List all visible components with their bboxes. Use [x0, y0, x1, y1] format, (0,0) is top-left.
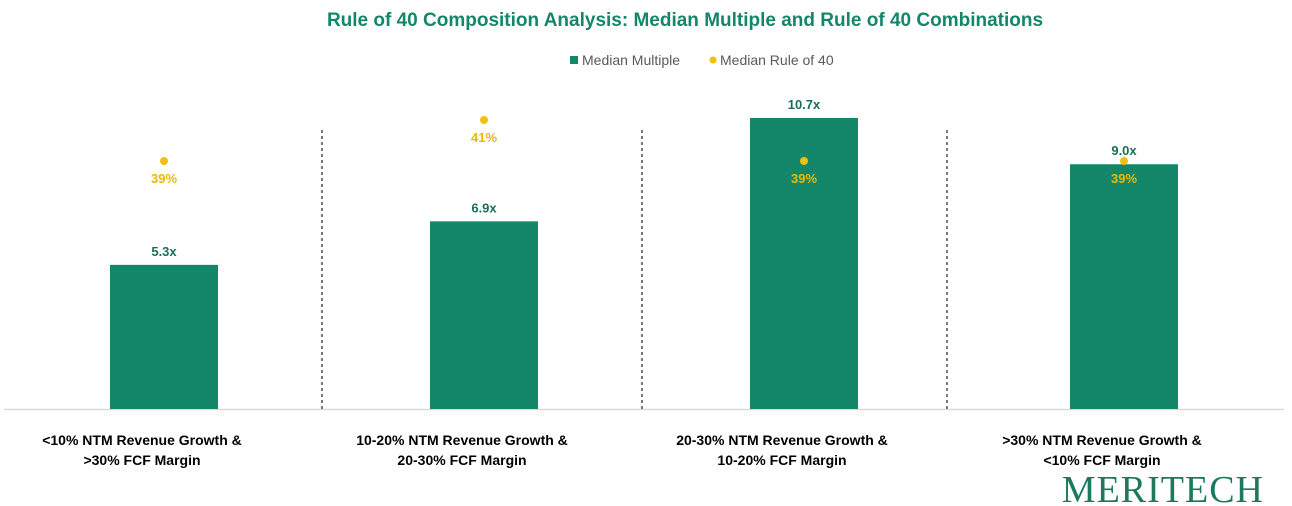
dot-median-rule-of-40 [160, 157, 168, 165]
bar-value-label: 9.0x [1111, 143, 1137, 158]
bar-median-multiple [1070, 164, 1178, 409]
bar-median-multiple [430, 221, 538, 409]
legend-label-median-multiple: Median Multiple [582, 52, 680, 68]
legend-swatch-median-multiple [570, 56, 578, 64]
dot-value-label: 39% [1111, 171, 1137, 186]
category-label: 20-30% NTM Revenue Growth & [676, 432, 888, 448]
dot-median-rule-of-40 [480, 116, 488, 124]
dot-value-label: 39% [791, 171, 817, 186]
dot-median-rule-of-40 [1120, 157, 1128, 165]
bar-value-label: 5.3x [151, 244, 177, 259]
bar-value-label: 6.9x [471, 200, 497, 215]
category-label: 10-20% FCF Margin [717, 452, 846, 468]
category-label: >30% NTM Revenue Growth & [1002, 432, 1202, 448]
meritech-logo: MERITECH [1062, 469, 1264, 506]
category-label: 20-30% FCF Margin [397, 452, 526, 468]
dot-value-label: 41% [471, 130, 497, 145]
legend-swatch-median-rule-of-40 [709, 56, 717, 64]
bar-median-multiple [110, 264, 218, 409]
chart-title: Rule of 40 Composition Analysis: Median … [327, 10, 1043, 31]
legend-label-median-rule-of-40: Median Rule of 40 [720, 52, 834, 68]
dot-median-rule-of-40 [800, 157, 808, 165]
plot-area: 5.3x 39% <10% NTM Revenue Growth & >30% FCF… [4, 97, 1284, 468]
legend: Median Multiple Median Rule of 40 [570, 52, 834, 68]
category-label: <10% FCF Margin [1043, 452, 1160, 468]
dot-value-label: 39% [151, 171, 177, 186]
category-label: <10% NTM Revenue Growth & [42, 432, 242, 448]
category-label: >30% FCF Margin [83, 452, 200, 468]
bar-value-label: 10.7x [788, 97, 821, 112]
bar-median-multiple [750, 118, 858, 409]
category-label: 10-20% NTM Revenue Growth & [356, 432, 568, 448]
